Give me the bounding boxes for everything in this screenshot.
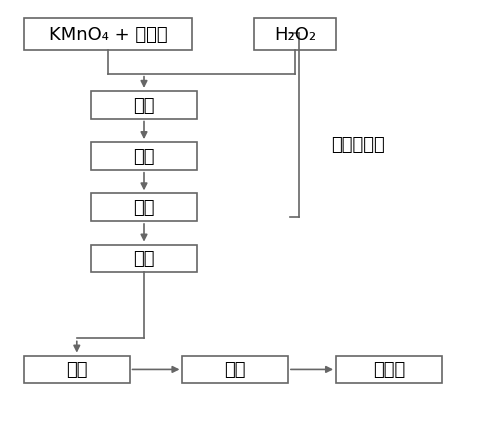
Text: KMnO₄ + 无机酸: KMnO₄ + 无机酸 [48, 26, 168, 44]
FancyBboxPatch shape [182, 356, 288, 383]
FancyBboxPatch shape [91, 245, 197, 273]
Text: 室温条件下: 室温条件下 [331, 136, 385, 154]
FancyBboxPatch shape [254, 19, 336, 51]
FancyBboxPatch shape [24, 356, 130, 383]
FancyBboxPatch shape [91, 92, 197, 119]
FancyBboxPatch shape [91, 194, 197, 222]
Text: 过滤: 过滤 [133, 199, 155, 217]
Text: 焚烧: 焚烧 [225, 360, 246, 379]
Text: H₂O₂: H₂O₂ [274, 26, 316, 44]
FancyBboxPatch shape [336, 356, 442, 383]
FancyBboxPatch shape [91, 143, 197, 170]
FancyBboxPatch shape [24, 19, 192, 51]
Text: 洗洤: 洗洤 [133, 250, 155, 268]
Text: 催化剂: 催化剂 [372, 360, 405, 379]
Text: 沉淠: 沉淠 [133, 96, 155, 115]
Text: 老化: 老化 [133, 147, 155, 166]
Text: 烘干: 烘干 [66, 360, 87, 379]
